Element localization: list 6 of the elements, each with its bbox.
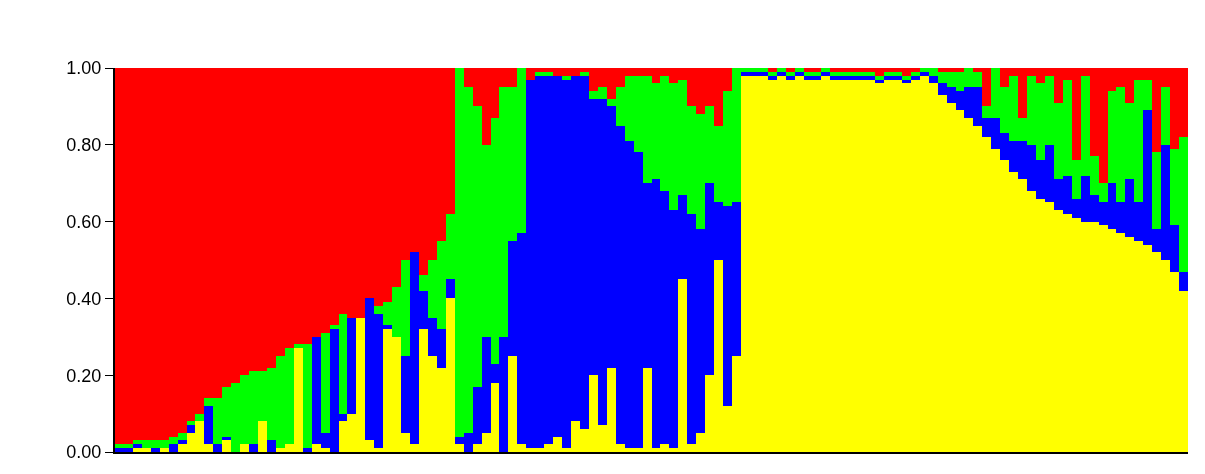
y-tick-label: 0.40	[66, 288, 102, 309]
y-tick-label: 0.80	[66, 135, 102, 156]
y-tick-label: 0.20	[66, 365, 102, 386]
y-tick-label: 0.00	[66, 442, 102, 463]
y-tick-label: 1.00	[66, 58, 102, 79]
y-tick-label: 0.60	[66, 211, 102, 232]
